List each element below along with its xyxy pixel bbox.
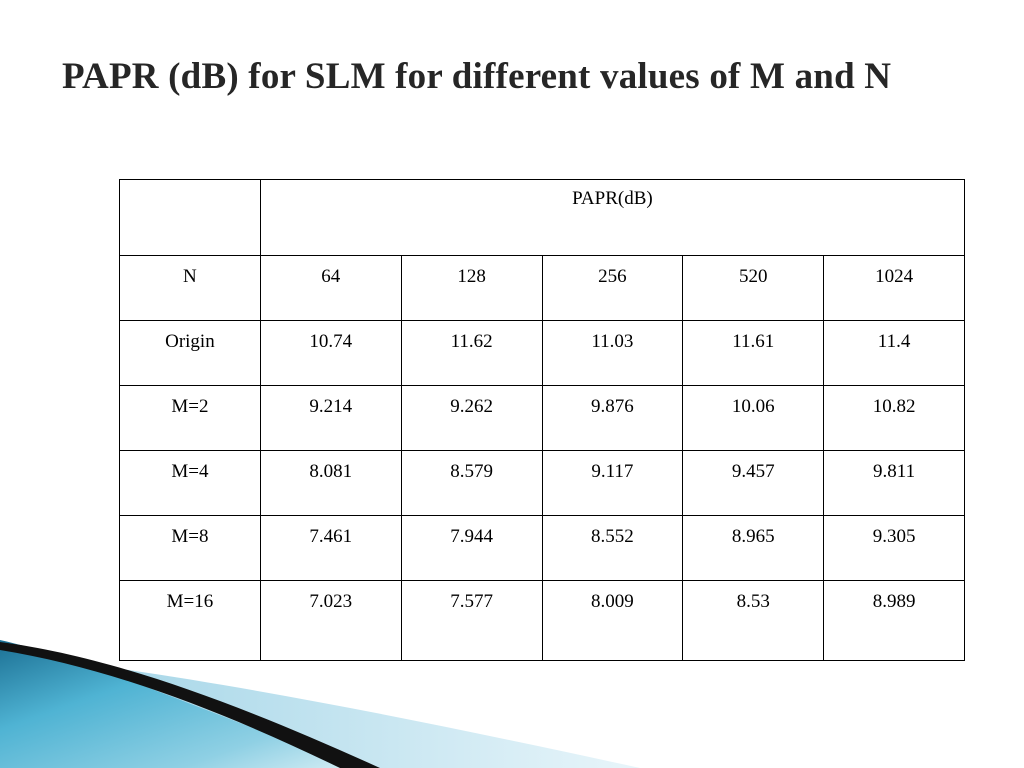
row-label: M=2 xyxy=(119,385,261,451)
table-cell: 8.53 xyxy=(682,580,825,661)
table-cell: 11.03 xyxy=(541,320,684,386)
n-value-64: 64 xyxy=(259,255,402,321)
table-cell: 9.876 xyxy=(541,385,684,451)
decorative-swoosh xyxy=(0,640,640,768)
table-header-row: PAPR(dB) xyxy=(119,179,966,256)
papr-group-header: PAPR(dB) xyxy=(259,179,966,256)
row-label: Origin xyxy=(119,320,261,386)
table-cell: 10.74 xyxy=(259,320,402,386)
table-cell: 7.461 xyxy=(259,515,402,581)
table-cell: 11.4 xyxy=(823,320,965,386)
table-row: M=16 7.023 7.577 8.009 8.53 8.989 xyxy=(119,580,965,661)
table-cell: 8.989 xyxy=(823,580,965,661)
table-row: M=8 7.461 7.944 8.552 8.965 9.305 xyxy=(119,515,965,581)
table-cell: 8.552 xyxy=(541,515,684,581)
row-label: M=16 xyxy=(119,580,261,661)
table-row-n: N 64 128 256 520 1024 xyxy=(119,255,965,321)
n-value-1024: 1024 xyxy=(823,255,965,321)
table-cell: 10.06 xyxy=(682,385,825,451)
row-label-n: N xyxy=(119,255,261,321)
n-value-520: 520 xyxy=(682,255,825,321)
n-value-256: 256 xyxy=(541,255,684,321)
table-cell: 9.305 xyxy=(823,515,965,581)
table-cell: 9.117 xyxy=(541,450,684,516)
table-cell: 8.009 xyxy=(541,580,684,661)
table-cell: 9.457 xyxy=(682,450,825,516)
table-cell: 11.62 xyxy=(400,320,543,386)
table-cell: 11.61 xyxy=(682,320,825,386)
row-label: M=4 xyxy=(119,450,261,516)
table-cell: 7.944 xyxy=(400,515,543,581)
table-cell: 8.965 xyxy=(682,515,825,581)
table-row: M=2 9.214 9.262 9.876 10.06 10.82 xyxy=(119,385,965,451)
header-empty-cell xyxy=(119,179,261,256)
row-label: M=8 xyxy=(119,515,261,581)
papr-table: PAPR(dB) N 64 128 256 520 1024 Origin 10… xyxy=(119,179,966,661)
table-cell: 8.579 xyxy=(400,450,543,516)
n-value-128: 128 xyxy=(400,255,543,321)
table-row: M=4 8.081 8.579 9.117 9.457 9.811 xyxy=(119,450,965,516)
table-cell: 7.023 xyxy=(259,580,402,661)
slide-title: PAPR (dB) for SLM for different values o… xyxy=(62,56,892,97)
table-cell: 9.214 xyxy=(259,385,402,451)
table-cell: 9.262 xyxy=(400,385,543,451)
table-cell: 9.811 xyxy=(823,450,965,516)
table-cell: 10.82 xyxy=(823,385,965,451)
table-cell: 8.081 xyxy=(259,450,402,516)
table-row: Origin 10.74 11.62 11.03 11.61 11.4 xyxy=(119,320,965,386)
